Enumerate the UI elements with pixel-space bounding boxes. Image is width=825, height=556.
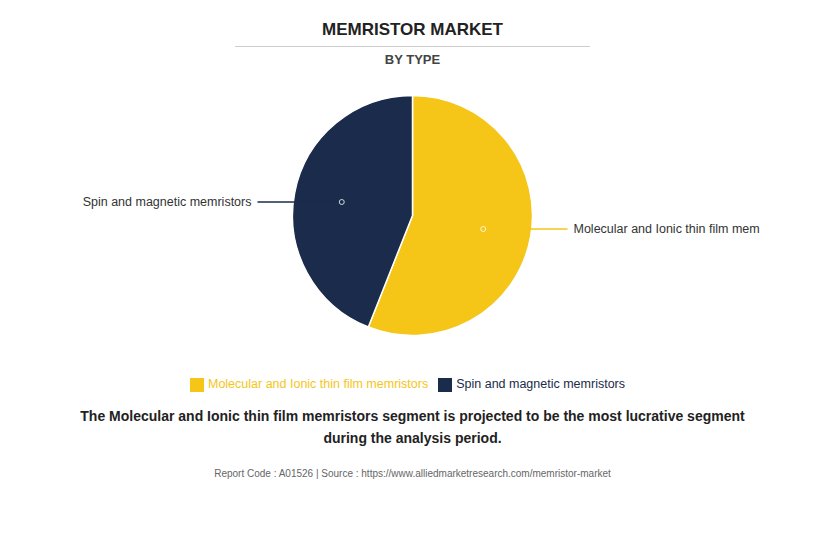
html-text:Molecular and Ionic thin film: Molecular and Ionic thin film memristors [208, 377, 429, 392]
svg-text:Spin and magnetic memristors: Spin and magnetic memristors [83, 195, 252, 209]
html-text:BY TYPE: BY TYPE [384, 52, 441, 67]
html-text:Spin and magnetic memristors: Spin and magnetic memristors [456, 377, 625, 392]
svg-text:Molecular and Ionic thin film: Molecular and Ionic thin film mem [574, 222, 760, 236]
html-text:MEMRISTOR MARKET: MEMRISTOR MARKET [322, 20, 503, 39]
html-text:The Molecular and Ionic thin f: The Molecular and Ionic thin film memris… [80, 408, 745, 424]
html-text:Report Code : A01526 | Source: Report Code : A01526 | Source : https://… [214, 467, 611, 479]
html-text:during the analysis period.: during the analysis period. [323, 430, 502, 447]
